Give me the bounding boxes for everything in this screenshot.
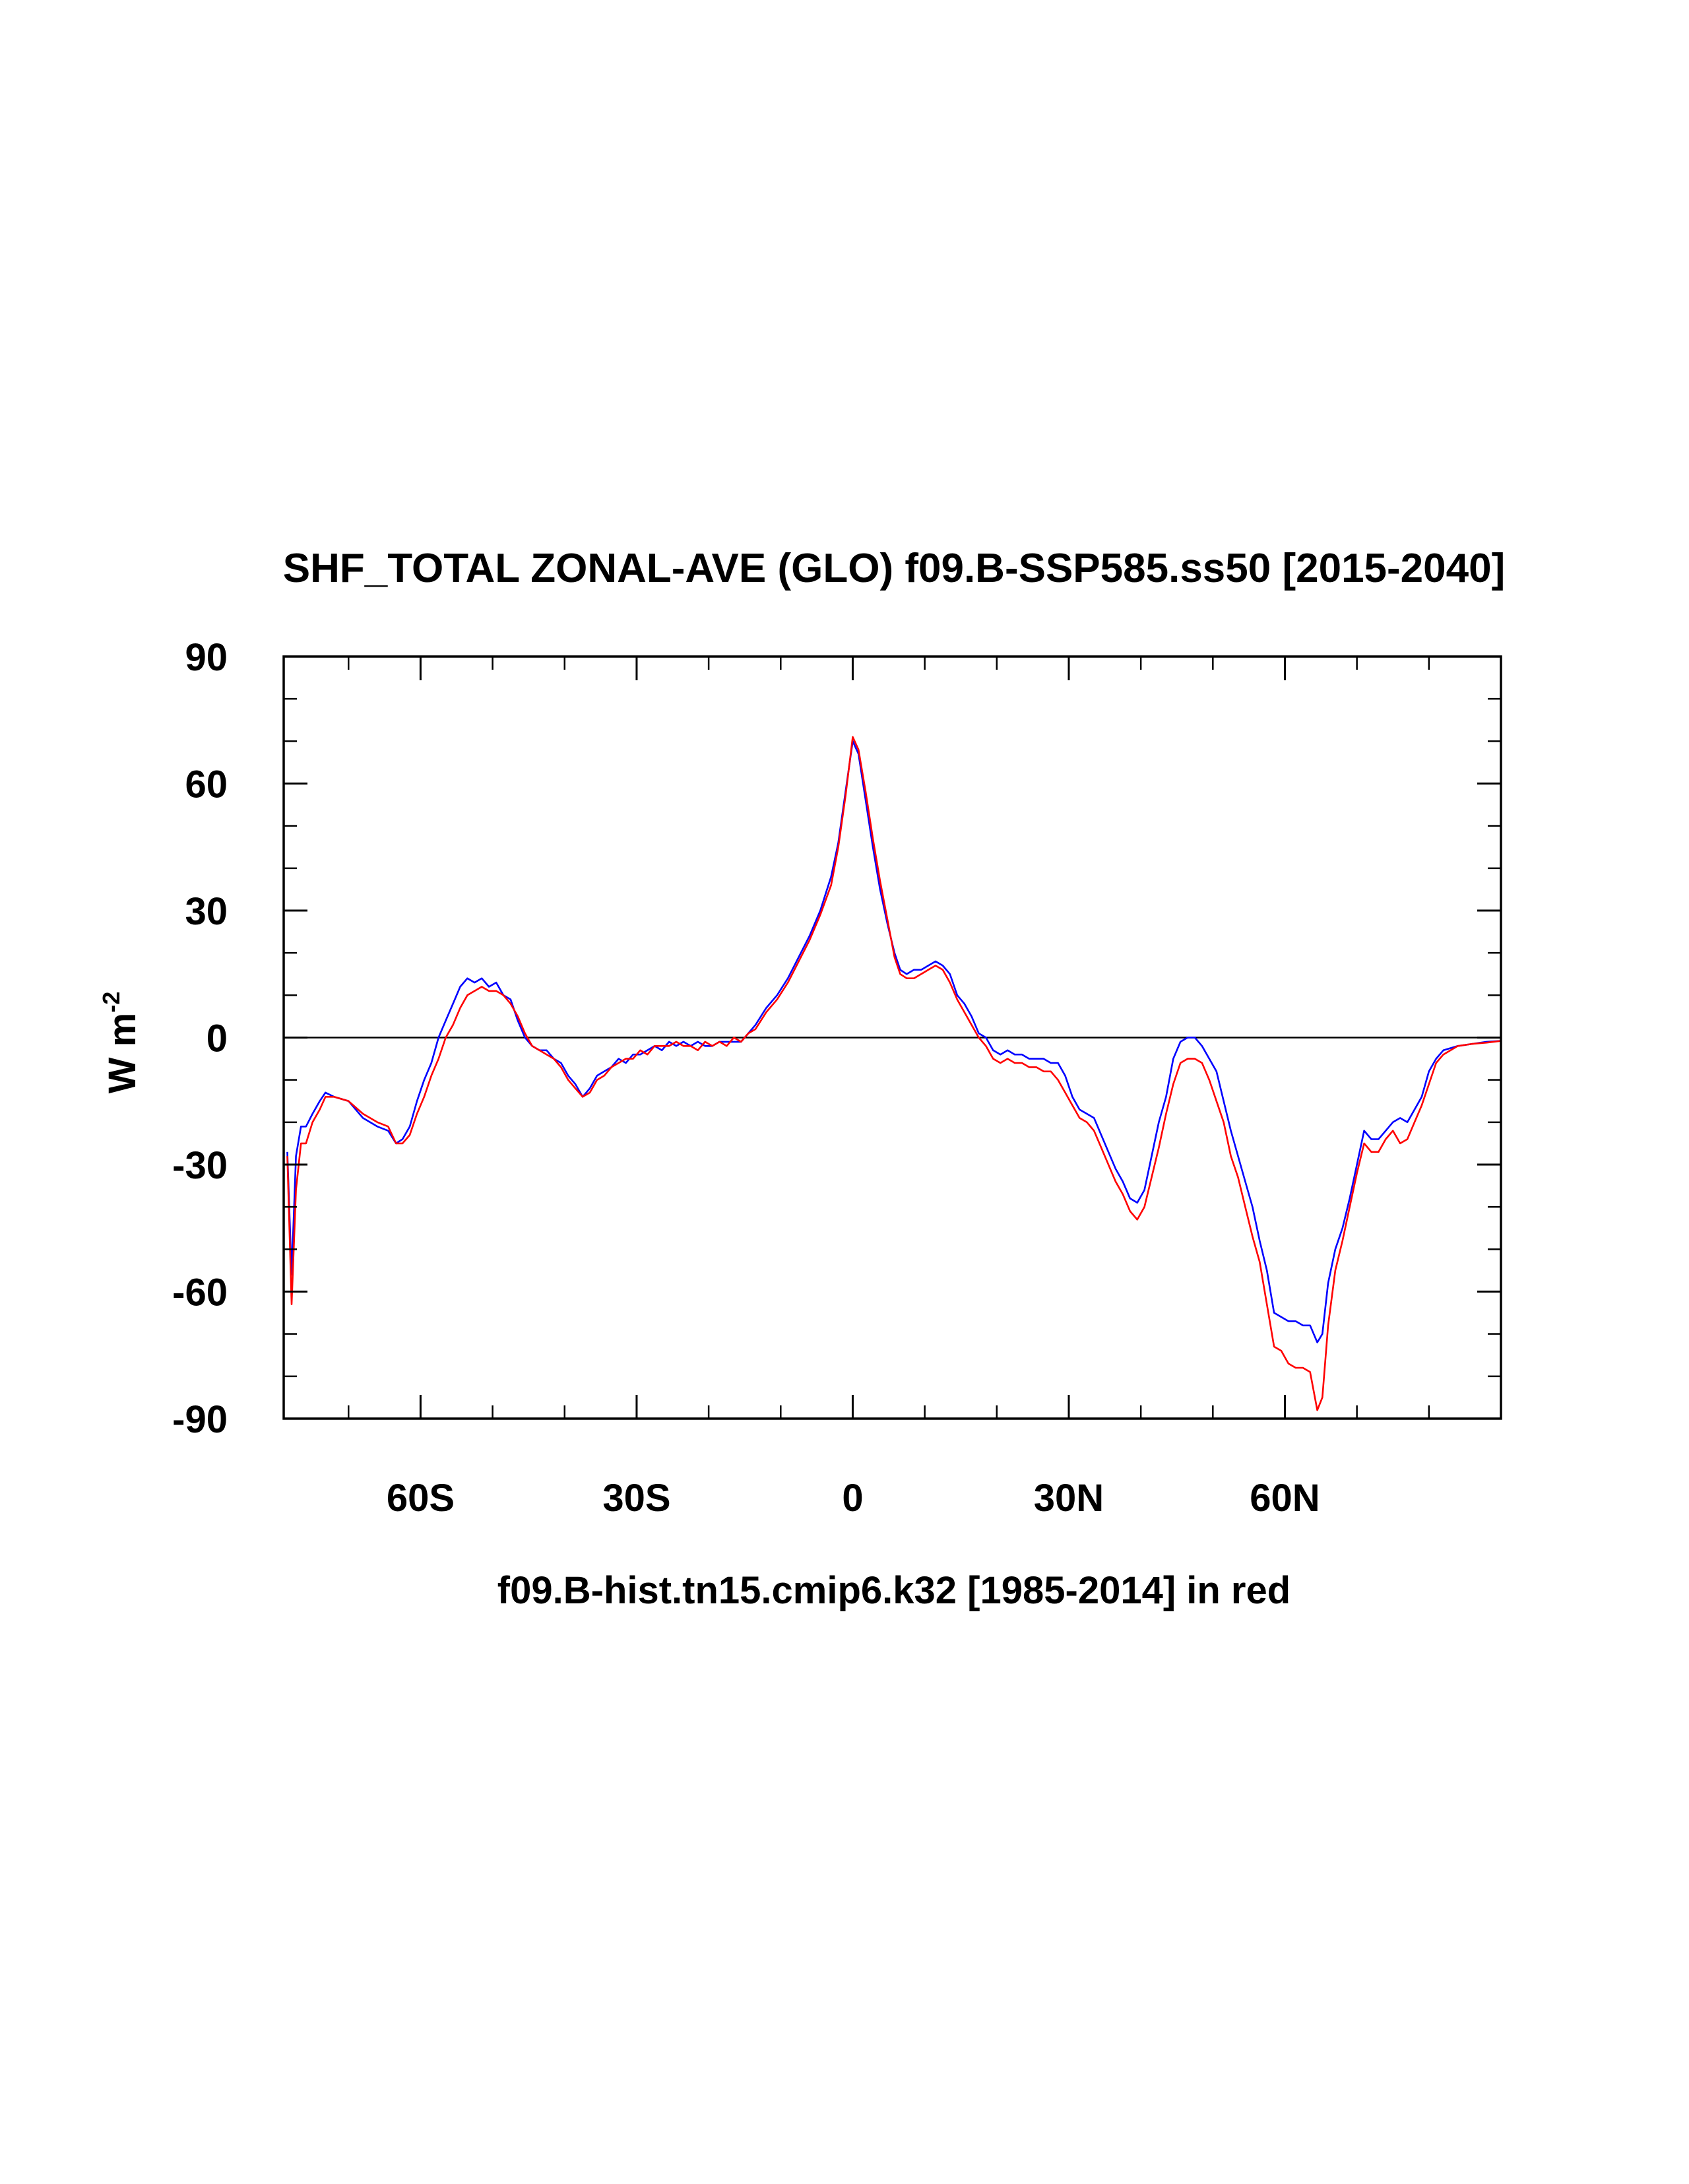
- series-line-red: [286, 736, 1502, 1411]
- y-tick-labels: 90 60 30 0 -30 -60 -90: [172, 636, 228, 1441]
- x-tick-label: 30N: [1034, 1477, 1104, 1520]
- x-tick-label: 30S: [602, 1477, 670, 1520]
- x-tick-label: 60S: [387, 1477, 455, 1520]
- y-tick-label: 90: [185, 636, 228, 679]
- y-axis-title-base: W m: [101, 1013, 144, 1093]
- chart-title: SHF_TOTAL ZONAL-AVE (GLO) f09.B-SSP585.s…: [283, 546, 1506, 591]
- y-axis-title-superscript: -2: [98, 992, 125, 1013]
- series-line-blue: [286, 740, 1502, 1343]
- y-tick-label: -60: [172, 1271, 228, 1314]
- tick-marks: [284, 655, 1501, 1420]
- plot-area: [282, 655, 1502, 1420]
- x-axis-title: f09.B-hist.tn15.cmip6.k32 [1985-2014] in…: [497, 1569, 1291, 1612]
- y-tick-label: -30: [172, 1144, 228, 1187]
- series-layer: [286, 736, 1502, 1411]
- y-axis-title: W m-2: [98, 992, 144, 1093]
- x-tick-labels: 60S 30S 0 30N 60N: [387, 1477, 1320, 1520]
- y-tick-label: -90: [172, 1398, 228, 1441]
- y-tick-label: 0: [207, 1017, 228, 1060]
- x-tick-label: 0: [842, 1477, 863, 1520]
- plot-frame: [282, 655, 1502, 1420]
- y-tick-label: 60: [185, 763, 228, 806]
- y-tick-label: 30: [185, 890, 228, 933]
- x-tick-label: 60N: [1250, 1477, 1320, 1520]
